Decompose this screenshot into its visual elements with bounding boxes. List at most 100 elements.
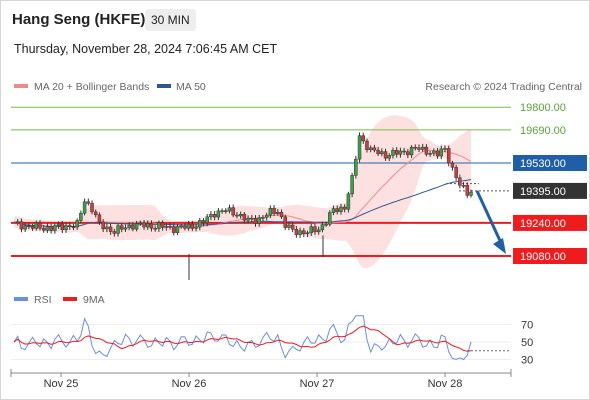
candle-body — [201, 220, 206, 224]
candle-body — [227, 207, 232, 212]
candle-body — [235, 214, 239, 217]
candle-body — [60, 223, 65, 230]
candle-body — [294, 228, 299, 235]
candle-body — [146, 223, 150, 228]
candle-body — [387, 155, 392, 159]
candle-body — [34, 222, 39, 229]
candle-body — [67, 225, 72, 227]
ma50-legend-swatch — [157, 84, 171, 88]
candle-body — [335, 208, 339, 212]
candle-body — [53, 225, 57, 231]
candle-body — [164, 226, 169, 228]
candle-body — [250, 217, 254, 220]
candle-body — [443, 148, 447, 150]
resistance-label: 19800.00 — [520, 102, 566, 114]
candle-body — [90, 203, 94, 213]
ma50-line — [13, 179, 472, 228]
candle-body — [93, 211, 98, 216]
candle-body — [224, 210, 228, 212]
candle-body — [142, 222, 146, 228]
candle-body — [331, 208, 336, 213]
candle-body — [417, 147, 421, 150]
rsi-ma-legend-label: 9MA — [83, 294, 105, 306]
x-tick-label: Nov 25 — [44, 378, 79, 390]
candle-body — [179, 225, 183, 228]
candle-body — [320, 224, 325, 231]
candle-body — [220, 210, 224, 212]
bollinger-legend-swatch — [14, 84, 28, 88]
candle-body — [127, 225, 131, 229]
candle-body — [406, 151, 410, 156]
candle-body — [79, 212, 83, 221]
candle-body — [458, 177, 462, 186]
candle-body — [138, 222, 143, 225]
candle-body — [402, 150, 406, 153]
candle-body — [23, 225, 27, 230]
timestamp: Thursday, November 28, 2024 7:06:45 AM C… — [14, 42, 278, 56]
level-labels: 19800.00 19690.00 19530.00 19395.00 19240.00… — [513, 102, 587, 264]
candle-body — [116, 225, 120, 234]
candle-body — [316, 229, 321, 233]
candle-body — [242, 213, 247, 221]
support-label: 19240.00 — [520, 218, 566, 230]
candle-body — [231, 207, 235, 216]
pivot-label-box — [513, 155, 587, 171]
candle-body — [446, 148, 451, 164]
candle-body — [82, 201, 87, 214]
bollinger-legend-label: MA 20 + Bollinger Bands — [34, 81, 149, 93]
candle-body — [212, 214, 217, 218]
x-tick-label: Nov 28 — [428, 378, 463, 390]
candle-body — [432, 150, 436, 154]
ma50-legend-label: MA 50 — [176, 81, 206, 93]
candle-body — [342, 206, 347, 210]
candle-body — [198, 220, 202, 228]
current-label-box — [513, 182, 587, 199]
support-label: 19080.00 — [520, 251, 566, 263]
candle-body — [186, 223, 191, 229]
rsi-ma-line — [13, 325, 472, 352]
candle-body — [105, 226, 109, 230]
candle-body — [261, 217, 265, 219]
candle-body — [190, 223, 195, 229]
candle-body — [368, 147, 373, 151]
candle-body — [153, 228, 157, 230]
current-label: 19395.00 — [520, 186, 566, 198]
instrument-title: Hang Seng (HKFE) — [12, 11, 146, 28]
candle-body — [49, 226, 53, 231]
candle-body — [298, 230, 302, 235]
candle-body — [365, 140, 369, 151]
rsi-ma-legend-swatch — [63, 297, 77, 301]
candle-body — [30, 226, 35, 229]
rsi-legend-swatch — [14, 297, 28, 301]
forecast-arrow-head — [493, 238, 506, 254]
candle-body — [272, 208, 276, 214]
bollinger-band-area — [14, 115, 471, 269]
candle-body — [209, 214, 213, 218]
candle-body — [469, 191, 473, 196]
candle-body — [268, 208, 273, 216]
candle-body — [160, 222, 165, 228]
timeframe-badge[interactable]: 30 MIN — [145, 9, 196, 31]
candle-body — [41, 228, 46, 231]
x-tick-label: Nov 27 — [300, 378, 335, 390]
rsi-tick-label: 50 — [521, 337, 533, 349]
support-label-box — [513, 248, 587, 264]
candle-body — [15, 221, 20, 223]
candle-body — [75, 220, 79, 228]
candle-body — [424, 146, 429, 155]
candle-body — [123, 227, 128, 230]
candle-body — [324, 223, 328, 226]
candle-body — [64, 225, 68, 230]
candle-body — [361, 135, 366, 142]
candle-body — [302, 230, 306, 235]
candle-body — [149, 223, 154, 229]
candle-body — [465, 185, 470, 196]
rsi-line — [13, 315, 472, 361]
support-label-box — [513, 214, 587, 231]
candle-body — [290, 224, 295, 230]
candle-body — [45, 226, 50, 231]
candle-body — [101, 221, 105, 230]
candle-body — [276, 211, 280, 214]
candle-body — [435, 150, 440, 157]
